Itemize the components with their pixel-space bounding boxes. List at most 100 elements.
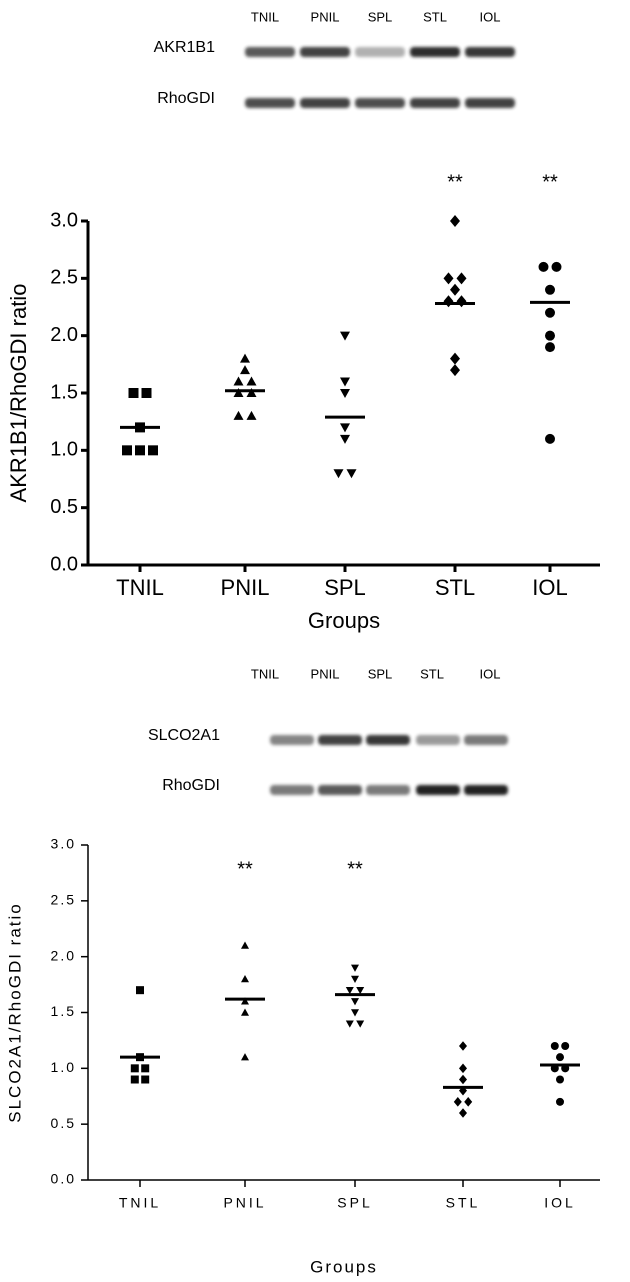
y-tick-label: 1.0	[51, 1059, 76, 1075]
data-point	[443, 272, 454, 285]
data-point	[351, 975, 359, 983]
blot-band	[245, 98, 295, 108]
y-tick-label: 3.0	[51, 836, 76, 852]
data-point	[464, 1097, 473, 1107]
lane-label: PNIL	[311, 666, 340, 681]
data-point	[456, 272, 467, 285]
lane-label: TNIL	[251, 666, 279, 681]
y-tick-label: 1.5	[51, 1003, 76, 1019]
x-axis-label: Groups	[308, 608, 380, 633]
data-point	[545, 342, 555, 353]
x-tick-label: SPL	[337, 1195, 372, 1211]
data-point	[233, 388, 244, 397]
lane-label: IOL	[480, 666, 501, 681]
data-point	[246, 388, 257, 397]
data-point	[550, 1042, 559, 1050]
data-point	[240, 365, 250, 375]
blot-band	[318, 785, 362, 795]
y-tick-label: 0.5	[50, 496, 78, 518]
data-point	[561, 1042, 570, 1050]
blot-band	[300, 98, 350, 108]
data-point	[450, 283, 460, 296]
blot-band	[416, 735, 460, 745]
lane-label: STL	[423, 9, 447, 24]
blot-band	[410, 98, 460, 108]
chart: TNIL PNIL SPL STL IOL AKR1B1 RhoGDI 0.0 0.5 1.0 1.…	[6, 9, 600, 633]
blot-band	[465, 98, 515, 108]
blot-band	[270, 785, 314, 795]
data-point	[141, 1064, 150, 1073]
y-tick-label: 2.0	[50, 324, 78, 346]
data-point	[141, 388, 152, 398]
data-point	[233, 410, 244, 420]
data-point	[141, 1075, 150, 1084]
blot-band	[416, 785, 460, 795]
data-point	[345, 1020, 354, 1028]
data-point	[246, 376, 257, 386]
data-point	[459, 1074, 467, 1085]
blot-band	[464, 735, 508, 745]
data-point	[538, 261, 549, 272]
data-point	[545, 284, 555, 295]
x-tick-label: IOL	[532, 575, 567, 600]
data-point	[545, 307, 555, 318]
blot-band	[318, 735, 362, 745]
x-tick-label: SPL	[324, 575, 366, 600]
blot-band	[410, 47, 460, 57]
data-point	[340, 331, 350, 341]
lane-label: SPL	[368, 666, 393, 681]
blot-band	[300, 47, 350, 57]
data-point	[556, 1075, 564, 1084]
y-tick-label: 0.0	[51, 1171, 76, 1187]
data-point	[459, 1041, 467, 1051]
x-tick-label: PNIL	[221, 575, 270, 600]
y-tick-label: 0.5	[51, 1115, 76, 1131]
protein-label: RhoGDI	[162, 777, 220, 794]
data-point	[130, 1064, 139, 1073]
data-point	[346, 469, 357, 479]
y-axis-label: SLCO2A1/RhoGDI ratio	[5, 902, 24, 1122]
data-point	[351, 1009, 359, 1017]
y-axis-label: AKR1B1/RhoGDI ratio	[6, 284, 31, 503]
data-point	[450, 215, 460, 227]
data-point	[340, 389, 350, 398]
data-point	[122, 445, 132, 456]
x-tick-label: TNIL	[116, 575, 164, 600]
data-point	[351, 964, 359, 972]
x-tick-label: IOL	[544, 1195, 576, 1211]
significance: **	[347, 858, 363, 880]
data-point	[351, 998, 359, 1006]
data-point	[345, 986, 354, 995]
significance: **	[542, 171, 558, 193]
data-point	[130, 1075, 139, 1084]
y-tick-label: 0.0	[50, 553, 78, 575]
data-point	[233, 376, 244, 386]
significance: **	[237, 858, 253, 880]
x-tick-label: STL	[446, 1195, 481, 1211]
x-axis-label: Groups	[310, 1257, 378, 1276]
y-tick-label: 1.0	[50, 439, 78, 461]
data-point	[356, 1020, 365, 1028]
blot-band	[465, 47, 515, 57]
data-point	[241, 997, 249, 1005]
protein-label: RhoGDI	[157, 90, 215, 107]
data-point	[246, 410, 257, 420]
blot-band	[366, 735, 410, 745]
y-tick-label: 3.0	[50, 209, 78, 231]
data-point	[356, 986, 365, 995]
lane-label: SPL	[368, 9, 393, 24]
data-point	[450, 364, 460, 377]
protein-label: AKR1B1	[154, 39, 215, 56]
lane-label: STL	[420, 666, 444, 681]
blot-band	[270, 735, 314, 745]
data-point	[340, 423, 350, 433]
data-point	[545, 330, 555, 341]
y-tick-label: 2.5	[51, 892, 76, 908]
y-tick-label: 2.0	[51, 947, 76, 963]
blot-band	[464, 785, 508, 795]
data-point	[450, 352, 460, 365]
significance: **	[447, 171, 463, 193]
blot-band	[355, 98, 405, 108]
data-point	[443, 295, 454, 308]
y-tick-label: 2.5	[50, 267, 78, 289]
